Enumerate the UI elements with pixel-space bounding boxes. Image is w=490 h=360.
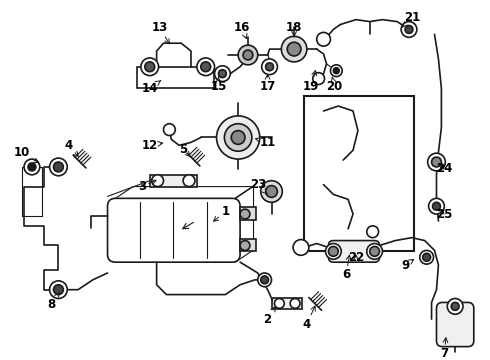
Text: 22: 22 xyxy=(348,251,364,264)
Text: 24: 24 xyxy=(436,162,453,175)
Circle shape xyxy=(261,181,282,202)
Text: 16: 16 xyxy=(234,21,250,39)
Circle shape xyxy=(313,73,324,85)
Circle shape xyxy=(197,58,215,76)
Circle shape xyxy=(262,59,277,75)
Circle shape xyxy=(447,298,463,314)
Circle shape xyxy=(325,243,341,259)
Circle shape xyxy=(367,243,383,259)
Circle shape xyxy=(274,298,284,308)
Text: 4: 4 xyxy=(303,306,315,330)
Text: 9: 9 xyxy=(401,258,414,272)
Circle shape xyxy=(258,273,271,287)
Circle shape xyxy=(224,124,252,151)
FancyBboxPatch shape xyxy=(437,302,474,347)
Bar xyxy=(240,239,256,251)
Circle shape xyxy=(28,163,36,171)
Circle shape xyxy=(183,175,195,186)
Circle shape xyxy=(317,32,330,46)
Circle shape xyxy=(240,209,250,219)
Circle shape xyxy=(266,63,273,71)
Circle shape xyxy=(49,158,67,176)
Bar xyxy=(150,175,197,186)
Circle shape xyxy=(266,186,277,197)
Circle shape xyxy=(215,66,230,81)
Circle shape xyxy=(333,68,339,74)
Circle shape xyxy=(405,26,413,33)
Circle shape xyxy=(49,281,67,298)
Circle shape xyxy=(145,62,155,72)
Circle shape xyxy=(201,62,211,72)
Circle shape xyxy=(243,50,253,60)
Circle shape xyxy=(330,65,342,77)
Circle shape xyxy=(290,298,300,308)
Circle shape xyxy=(432,157,441,167)
Circle shape xyxy=(152,175,164,186)
Circle shape xyxy=(451,302,459,310)
FancyBboxPatch shape xyxy=(107,198,240,262)
Circle shape xyxy=(261,276,269,284)
Circle shape xyxy=(219,70,226,77)
Circle shape xyxy=(240,240,250,251)
Circle shape xyxy=(164,124,175,135)
Text: 1: 1 xyxy=(214,204,229,221)
Text: 10: 10 xyxy=(14,146,39,163)
FancyBboxPatch shape xyxy=(328,240,380,262)
Text: 11: 11 xyxy=(256,136,276,149)
Bar xyxy=(137,67,214,88)
Text: 5: 5 xyxy=(179,143,190,157)
Circle shape xyxy=(420,251,434,264)
Bar xyxy=(240,207,256,220)
Circle shape xyxy=(433,202,441,210)
Text: 25: 25 xyxy=(436,208,453,221)
Circle shape xyxy=(423,253,431,261)
Text: 18: 18 xyxy=(286,21,302,37)
Text: 12: 12 xyxy=(142,139,163,152)
Circle shape xyxy=(231,131,245,144)
Text: 23: 23 xyxy=(249,178,267,194)
Text: 20: 20 xyxy=(326,77,343,93)
Circle shape xyxy=(401,22,417,37)
Text: 19: 19 xyxy=(303,71,319,93)
Circle shape xyxy=(328,247,338,256)
Circle shape xyxy=(429,198,444,214)
Circle shape xyxy=(367,226,379,238)
Circle shape xyxy=(293,240,309,255)
Circle shape xyxy=(141,58,159,76)
Circle shape xyxy=(53,285,63,294)
Text: 21: 21 xyxy=(403,11,420,27)
Circle shape xyxy=(238,45,258,65)
Text: 4: 4 xyxy=(64,139,78,156)
Text: 15: 15 xyxy=(210,77,227,93)
Text: 7: 7 xyxy=(441,338,448,360)
Text: 6: 6 xyxy=(342,255,351,282)
Text: 2: 2 xyxy=(264,307,275,326)
Text: 17: 17 xyxy=(260,75,276,93)
Circle shape xyxy=(428,153,445,171)
Circle shape xyxy=(287,42,301,56)
Text: 8: 8 xyxy=(48,293,59,311)
Text: 3: 3 xyxy=(138,180,156,193)
Bar xyxy=(304,96,414,251)
Circle shape xyxy=(281,36,307,62)
Text: 13: 13 xyxy=(151,21,170,44)
Circle shape xyxy=(24,159,40,175)
Circle shape xyxy=(53,162,63,172)
Bar xyxy=(272,297,302,309)
Circle shape xyxy=(370,247,380,256)
Circle shape xyxy=(217,116,260,159)
Text: 14: 14 xyxy=(142,81,161,95)
